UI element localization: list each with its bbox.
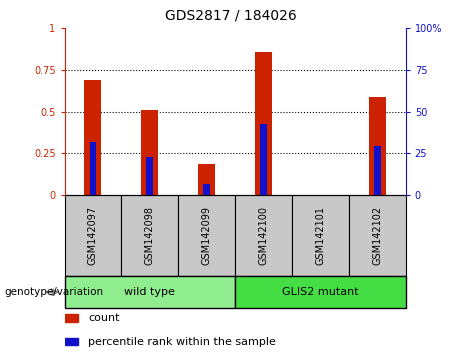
Bar	[203, 184, 210, 195]
Bar	[65, 195, 121, 276]
Bar	[121, 195, 178, 276]
Text: count: count	[89, 313, 120, 323]
Text: GDS2817 / 184026: GDS2817 / 184026	[165, 9, 296, 23]
Text: GSM142101: GSM142101	[315, 206, 325, 265]
Text: GSM142097: GSM142097	[88, 206, 98, 265]
Text: percentile rank within the sample: percentile rank within the sample	[89, 337, 276, 347]
Bar	[235, 276, 406, 308]
Bar	[84, 80, 101, 195]
Bar	[178, 195, 235, 276]
Text: GSM142099: GSM142099	[201, 206, 212, 265]
Bar	[292, 195, 349, 276]
Bar	[235, 195, 292, 276]
Text: GSM142100: GSM142100	[259, 206, 269, 265]
Text: GLIS2 mutant: GLIS2 mutant	[282, 287, 359, 297]
Bar	[147, 157, 153, 195]
Text: wild type: wild type	[124, 287, 175, 297]
Text: GSM142102: GSM142102	[372, 206, 382, 265]
Bar	[369, 97, 386, 195]
Bar	[89, 142, 96, 195]
Bar	[349, 195, 406, 276]
Bar	[255, 52, 272, 195]
Bar	[65, 314, 78, 322]
Bar	[198, 164, 215, 195]
Bar	[260, 124, 267, 195]
Text: GSM142098: GSM142098	[145, 206, 155, 265]
Text: genotype/variation: genotype/variation	[5, 287, 104, 297]
Bar	[65, 338, 78, 346]
Bar	[374, 147, 381, 195]
Bar	[65, 276, 235, 308]
Bar	[142, 110, 159, 195]
